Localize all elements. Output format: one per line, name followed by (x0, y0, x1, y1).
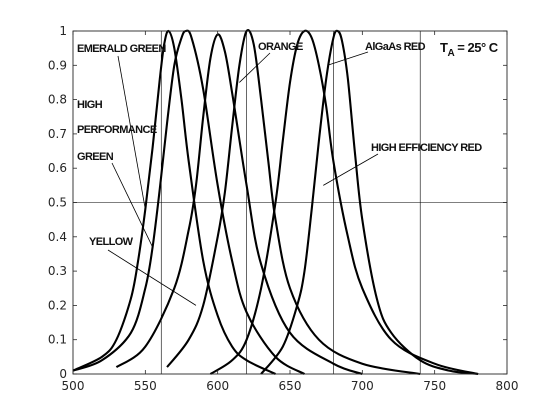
temp-symbol: T (440, 40, 448, 55)
curve-annotations: EMERALD GREEN HIGH PERFORMANCE GREEN YEL… (77, 40, 499, 248)
leader-emerald-green (117, 55, 146, 210)
leader-high-efficiency-red (323, 153, 379, 186)
label-yellow: YELLOW (89, 236, 134, 248)
leader-hp-green (111, 162, 153, 248)
label-hp-green-line2: PERFORMANCE (77, 124, 157, 136)
y-tick-label-0.1: 0.1 (48, 333, 67, 347)
y-tick-label-0.8: 0.8 (48, 93, 67, 107)
x-axis-tick-labels: 500 550 600 650 700 750 800 (62, 379, 519, 393)
x-tick-label-750: 750 (423, 379, 446, 393)
curve-high-efficiency-red (209, 29, 479, 376)
curve-high-performance-green (72, 29, 306, 375)
label-hp-green-line1: HIGH (77, 99, 103, 111)
label-high-efficiency-red: HIGH EFFICIENCY RED (371, 142, 482, 154)
reference-lines (73, 31, 507, 374)
label-hp-green-line3: GREEN (77, 151, 114, 163)
y-tick-label-0: 0 (59, 367, 67, 381)
curve-orange (166, 29, 421, 376)
y-tick-label-0.7: 0.7 (48, 127, 67, 141)
curve-algaas-red (260, 29, 479, 376)
y-tick-label-1: 1 (59, 24, 67, 38)
axis-ticks (72, 30, 508, 375)
y-tick-label-0.4: 0.4 (48, 230, 67, 244)
label-leader-lines (107, 51, 379, 306)
curve-emerald-green (72, 29, 276, 375)
x-tick-label-650: 650 (279, 379, 302, 393)
y-tick-label-0.6: 0.6 (48, 161, 67, 175)
x-tick-label-550: 550 (134, 379, 157, 393)
y-axis-tick-labels: 0 0.1 0.2 0.3 0.4 0.5 0.6 0.7 0.8 0.9 1 (48, 24, 67, 381)
leader-orange (239, 52, 271, 83)
temp-value: = 25° C (454, 40, 499, 55)
y-tick-label-0.9: 0.9 (48, 58, 67, 72)
label-emerald-green: EMERALD GREEN (77, 43, 166, 55)
x-tick-label-800: 800 (496, 379, 519, 393)
y-tick-label-0.3: 0.3 (48, 264, 67, 278)
label-orange: ORANGE (258, 41, 303, 53)
y-tick-label-0.5: 0.5 (48, 196, 67, 210)
x-tick-label-500: 500 (62, 379, 85, 393)
leader-algaas-red (327, 51, 369, 66)
label-algaas-red: AlGaAs RED (365, 41, 426, 53)
x-tick-label-600: 600 (206, 379, 229, 393)
y-tick-label-0.2: 0.2 (48, 298, 67, 312)
spectrum-curves (72, 29, 479, 376)
label-temperature: TA = 25° C (440, 40, 499, 59)
leader-yellow (107, 249, 197, 306)
temp-subscript: A (447, 48, 454, 59)
x-tick-label-700: 700 (351, 379, 374, 393)
